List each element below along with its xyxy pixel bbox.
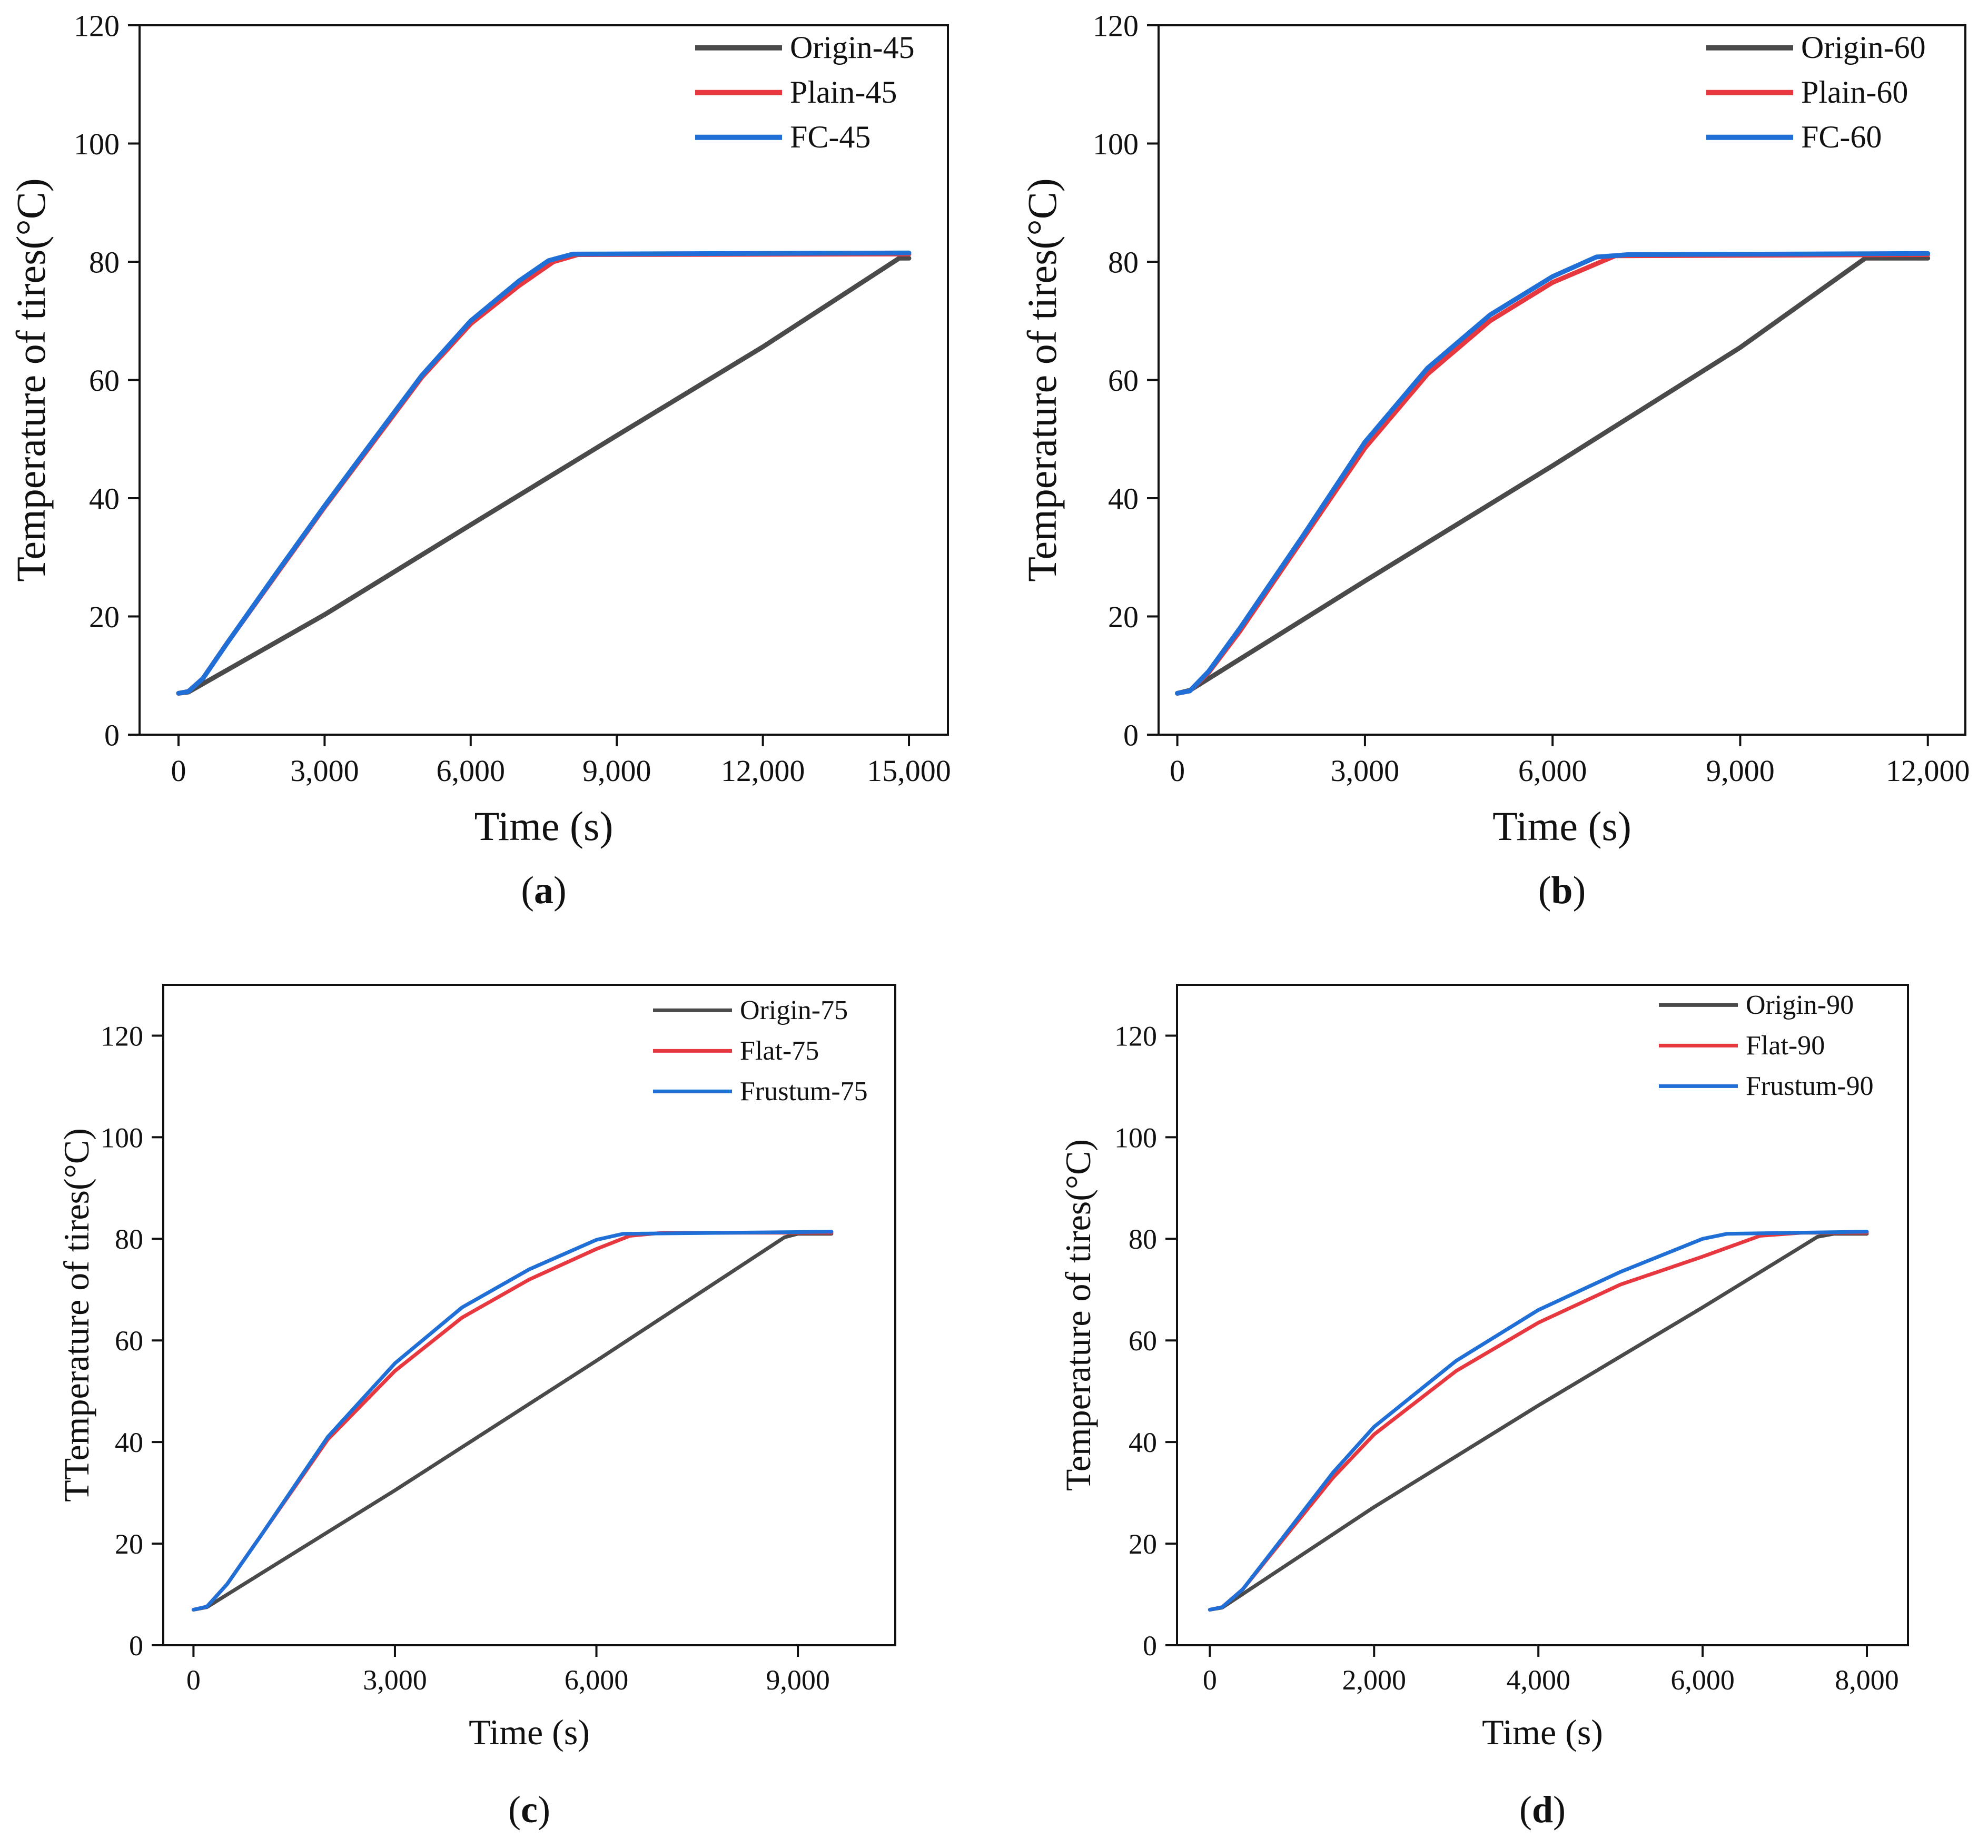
x-tick-label: 0 bbox=[1203, 1664, 1217, 1696]
series-line-fc-60 bbox=[1175, 251, 1931, 696]
y-tick-label: 40 bbox=[1108, 481, 1139, 516]
x-tick-label: 0 bbox=[1170, 754, 1185, 788]
legend-label: Origin-45 bbox=[790, 30, 915, 65]
x-tick-label: 6,000 bbox=[1670, 1664, 1735, 1696]
legend-label: Plain-60 bbox=[1801, 75, 1908, 110]
x-tick-label: 0 bbox=[171, 754, 186, 788]
legend-label: Frustum-90 bbox=[1746, 1071, 1874, 1101]
chart-panel-a: 0 3,000 6,000 9,000 12,000 15,000 0 20 40 60 80 100… bbox=[8, 8, 951, 912]
x-tick-label: 8,000 bbox=[1835, 1664, 1899, 1696]
panel-caption: (c) bbox=[508, 1788, 550, 1831]
x-tick-label: 3,000 bbox=[363, 1664, 427, 1696]
y-axis-label: Temperature of tires(°C) bbox=[1058, 1139, 1098, 1491]
x-tick-label: 4,000 bbox=[1506, 1664, 1570, 1696]
panel-caption: (a) bbox=[521, 869, 566, 912]
x-tick-label: 9,000 bbox=[582, 754, 651, 788]
y-tick-label: 80 bbox=[89, 245, 120, 279]
x-axis-label: Time (s) bbox=[1482, 1712, 1603, 1752]
y-tick-label: 0 bbox=[104, 718, 120, 752]
y-tick-label: 20 bbox=[89, 600, 120, 634]
x-tick-label: 0 bbox=[186, 1664, 201, 1696]
y-tick-label: 120 bbox=[1093, 8, 1139, 43]
x-tick-label: 6,000 bbox=[437, 754, 506, 788]
legend-label: Flat-90 bbox=[1746, 1031, 1825, 1061]
y-tick-label: 80 bbox=[1108, 245, 1139, 279]
y-tick-label: 120 bbox=[101, 1020, 143, 1052]
chart-panel-c: 0 3,000 6,000 9,000 0 20 40 60 80 100 120 Time (s) T… bbox=[56, 984, 896, 1831]
panel-caption: (b) bbox=[1538, 869, 1586, 912]
series-line-frustum-90 bbox=[1208, 1230, 1869, 1612]
y-axis-label: Temperature of tires(°C) bbox=[8, 178, 54, 581]
y-tick-label: 120 bbox=[1114, 1020, 1157, 1052]
y-tick-label: 40 bbox=[89, 481, 120, 516]
x-tick-label: 12,000 bbox=[721, 754, 805, 788]
y-tick-label: 20 bbox=[1129, 1528, 1157, 1560]
y-tick-label: 0 bbox=[1123, 718, 1139, 752]
y-tick-label: 0 bbox=[1143, 1630, 1157, 1662]
y-tick-label: 20 bbox=[1108, 600, 1139, 634]
y-tick-label: 100 bbox=[74, 127, 120, 161]
y-tick-label: 100 bbox=[1093, 127, 1139, 161]
legend-label: Flat-75 bbox=[740, 1036, 819, 1066]
x-axis-label: Time (s) bbox=[474, 803, 614, 849]
y-tick-label: 100 bbox=[1114, 1122, 1157, 1153]
plot-frame bbox=[162, 984, 896, 1646]
y-tick-label: 80 bbox=[1129, 1223, 1157, 1255]
y-axis-label: Temperature of tires(°C) bbox=[1019, 178, 1065, 581]
x-tick-label: 12,000 bbox=[1886, 754, 1970, 788]
y-tick-label: 40 bbox=[1129, 1427, 1157, 1458]
plot-frame bbox=[1176, 984, 1909, 1646]
legend-label: FC-45 bbox=[790, 120, 871, 154]
x-axis-label: Time (s) bbox=[469, 1712, 590, 1752]
x-tick-label: 6,000 bbox=[1518, 754, 1587, 788]
legend-label: Plain-45 bbox=[790, 75, 897, 110]
x-tick-label: 3,000 bbox=[290, 754, 359, 788]
series-line-frustum-75 bbox=[191, 1230, 834, 1612]
legend-label: FC-60 bbox=[1801, 120, 1882, 154]
x-tick-label: 9,000 bbox=[1706, 754, 1775, 788]
legend-label: Origin-60 bbox=[1801, 30, 1926, 65]
panel-caption: (d) bbox=[1519, 1788, 1566, 1831]
series-line-fc-45 bbox=[176, 250, 912, 696]
x-tick-label: 9,000 bbox=[766, 1664, 830, 1696]
x-tick-label: 3,000 bbox=[1331, 754, 1400, 788]
chart-panel-b: 0 3,000 6,000 9,000 12,000 0 20 40 60 80 100 120 Tim… bbox=[1019, 8, 1970, 912]
y-tick-label: 60 bbox=[1108, 363, 1139, 398]
y-axis-label: TTemperature of tires(°C) bbox=[56, 1128, 96, 1502]
y-tick-label: 40 bbox=[115, 1427, 143, 1458]
y-tick-label: 60 bbox=[115, 1325, 143, 1357]
x-axis-label: Time (s) bbox=[1492, 803, 1631, 849]
y-tick-label: 80 bbox=[115, 1223, 143, 1255]
legend-label: Frustum-75 bbox=[740, 1076, 868, 1106]
series-line-origin-45 bbox=[176, 255, 912, 696]
y-tick-label: 0 bbox=[129, 1630, 143, 1662]
x-tick-label: 6,000 bbox=[565, 1664, 629, 1696]
legend-label: Origin-75 bbox=[740, 995, 848, 1025]
y-tick-label: 60 bbox=[89, 363, 120, 398]
legend-label: Origin-90 bbox=[1746, 990, 1854, 1020]
y-tick-label: 120 bbox=[74, 8, 120, 43]
chart-panel-d: 0 2,000 4,000 6,000 8,000 0 20 40 60 80 100 120 Time… bbox=[1058, 984, 1909, 1831]
x-tick-label: 2,000 bbox=[1342, 1664, 1407, 1696]
y-tick-label: 60 bbox=[1129, 1325, 1157, 1357]
x-tick-label: 15,000 bbox=[867, 754, 951, 788]
y-tick-label: 20 bbox=[115, 1528, 143, 1560]
y-tick-label: 100 bbox=[101, 1122, 143, 1153]
